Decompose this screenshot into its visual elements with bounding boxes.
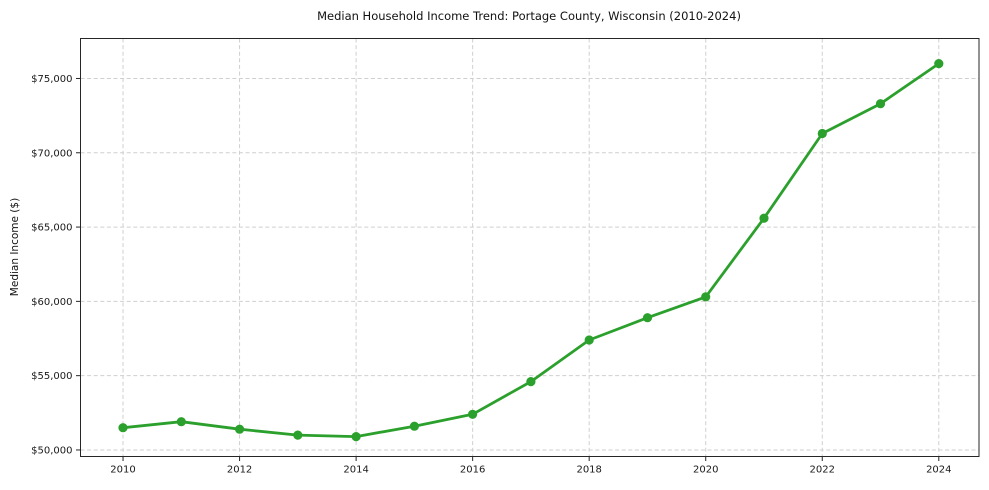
- data-point-2022: [817, 128, 827, 139]
- data-point-2014: [351, 432, 361, 442]
- y-tick-label: $70,000: [31, 148, 72, 159]
- x-tick-label: 2012: [227, 465, 252, 476]
- x-tick-label: 2014: [343, 465, 368, 476]
- x-tick-label: 2016: [460, 465, 485, 476]
- y-tick-label: $50,000: [31, 445, 72, 456]
- x-tick-label: 2018: [576, 465, 601, 476]
- data-point-2011: [176, 417, 186, 427]
- data-point-2021: [759, 213, 769, 223]
- data-point-2019: [642, 313, 653, 323]
- series-markers: [118, 59, 944, 442]
- y-tick-label: $65,000: [31, 223, 72, 234]
- grid: [80, 38, 979, 457]
- chart-title: Median Household Income Trend: Portage C…: [317, 9, 741, 23]
- data-point-2023: [875, 99, 886, 109]
- data-point-2016: [468, 409, 478, 419]
- data-point-2024: [934, 59, 944, 69]
- x-tick-label: 2022: [810, 465, 835, 476]
- data-point-2010: [118, 423, 128, 433]
- y-tick-label: $60,000: [31, 297, 72, 308]
- data-point-2020: [701, 292, 711, 302]
- x-tick-label: 2024: [926, 465, 951, 476]
- x-tick-label: 2010: [110, 465, 135, 476]
- axis-ticks: 2010 2012 2014 2016 2018 2020 2022 2024 $50,000 $…: [31, 74, 951, 476]
- y-axis-label: Median Income ($): [9, 197, 21, 297]
- data-point-2017: [526, 377, 536, 387]
- data-point-2012: [235, 424, 245, 434]
- data-point-2018: [584, 335, 594, 345]
- data-point-2015: [409, 421, 419, 431]
- y-tick-label: $55,000: [31, 371, 72, 382]
- data-point-2013: [293, 430, 303, 440]
- y-tick-label: $75,000: [31, 74, 72, 85]
- x-tick-label: 2020: [693, 465, 718, 476]
- plot-border: [80, 38, 980, 457]
